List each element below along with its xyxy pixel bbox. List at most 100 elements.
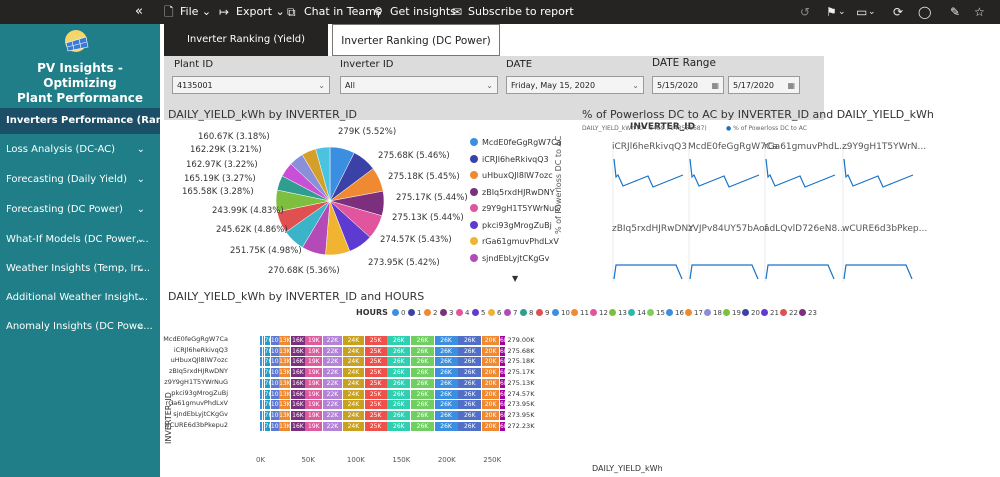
bar-segment[interactable] bbox=[262, 410, 265, 420]
bar-segment[interactable]: 25K bbox=[364, 346, 387, 356]
hour-legend-item[interactable]: 10 bbox=[552, 309, 570, 317]
sidebar-item-0[interactable]: Inverters Performance (Ranking) bbox=[0, 108, 192, 134]
powerloss-line[interactable] bbox=[765, 158, 836, 188]
bar-segment[interactable]: 26K bbox=[434, 368, 458, 378]
hour-legend-item[interactable]: 17 bbox=[685, 309, 703, 317]
bar-segment[interactable] bbox=[260, 336, 263, 345]
sidebar-item-7[interactable]: Anomaly Insights (DC Powe... ⌄ bbox=[0, 314, 160, 340]
bar-segment[interactable]: 13K bbox=[279, 421, 291, 431]
bar-segment[interactable]: 22K bbox=[322, 357, 343, 367]
bar-segment[interactable]: 26K bbox=[387, 346, 411, 356]
bar-segment[interactable]: 10K bbox=[270, 389, 279, 399]
sidebar-item-2[interactable]: Forecasting (Daily Yield) ⌄ bbox=[0, 167, 160, 193]
bar-segment[interactable]: 19K bbox=[305, 410, 323, 420]
bar-segment[interactable]: 6K bbox=[500, 378, 505, 388]
hour-legend-item[interactable]: 19 bbox=[723, 309, 741, 317]
bar-segment[interactable]: 26K bbox=[434, 400, 458, 410]
pie-slice[interactable] bbox=[275, 189, 331, 213]
bar-segment[interactable]: 25K bbox=[364, 368, 387, 378]
bar-segment[interactable]: 7K bbox=[264, 368, 271, 378]
bar-segment[interactable] bbox=[260, 368, 263, 378]
pie-slice[interactable] bbox=[329, 146, 355, 202]
subscribe-button[interactable]: Subscribe to report bbox=[468, 5, 574, 18]
hour-legend-item[interactable]: 4 bbox=[456, 309, 469, 317]
pie-slice[interactable] bbox=[315, 146, 331, 202]
bar-segment[interactable]: 26K bbox=[458, 421, 482, 431]
bookmark-chevron-icon[interactable]: ⌄ bbox=[838, 7, 846, 17]
bar-segment[interactable]: 19K bbox=[305, 389, 323, 399]
bar-segment[interactable]: 22K bbox=[322, 410, 343, 420]
bar-segment[interactable]: 24K bbox=[342, 378, 365, 388]
bar-segment[interactable]: 26K bbox=[458, 389, 482, 399]
pie-legend-item[interactable]: sjndEbLyjtCKgGv bbox=[470, 253, 549, 263]
bar-segment[interactable]: 26K bbox=[434, 357, 458, 367]
bar-segment[interactable]: 22K bbox=[322, 368, 343, 378]
refresh-icon[interactable]: ⟳ bbox=[893, 5, 904, 19]
bar-segment[interactable]: 25K bbox=[364, 389, 387, 399]
pie-slice[interactable] bbox=[301, 148, 331, 202]
bar-segment[interactable]: 19K bbox=[305, 336, 323, 345]
bar-segment[interactable]: 6K bbox=[500, 421, 505, 431]
bar-segment[interactable]: 22K bbox=[322, 336, 343, 345]
more-options-button[interactable]: ··· bbox=[562, 5, 573, 18]
hour-legend-item[interactable]: 3 bbox=[440, 309, 453, 317]
bar-segment[interactable] bbox=[262, 346, 265, 356]
bar-segment[interactable]: 7K bbox=[264, 378, 271, 388]
hour-legend-item[interactable]: 21 bbox=[761, 309, 779, 317]
bar-segment[interactable]: 6K bbox=[500, 400, 505, 410]
pie-legend-item[interactable]: rGa61gmuvPhdLxV bbox=[470, 237, 559, 246]
pie-slice[interactable] bbox=[302, 200, 331, 256]
hour-legend-item[interactable]: 15 bbox=[647, 309, 665, 317]
date-range-start[interactable]: 5/15/2020 ▦ bbox=[652, 76, 724, 94]
bar-segment[interactable]: 24K bbox=[342, 410, 365, 420]
bar-segment[interactable]: 26K bbox=[434, 336, 458, 345]
pie-slice[interactable] bbox=[290, 154, 331, 202]
bar-segment[interactable]: 7K bbox=[264, 336, 271, 345]
bar-segment[interactable]: 16K bbox=[290, 389, 305, 399]
sidebar-item-1[interactable]: Loss Analysis (DC-AC) ⌄ bbox=[0, 137, 160, 163]
bar-segment[interactable]: 22K bbox=[322, 378, 343, 388]
bar-segment[interactable] bbox=[262, 400, 265, 410]
bar-segment[interactable]: 10K bbox=[270, 378, 279, 388]
hour-legend-item[interactable]: 9 bbox=[536, 309, 549, 317]
inverter-id-dropdown[interactable]: All ⌄ bbox=[340, 76, 498, 94]
bar-segment[interactable]: 26K bbox=[458, 410, 482, 420]
bar-segment[interactable]: 20K bbox=[481, 400, 500, 410]
bar-segment[interactable]: 26K bbox=[410, 410, 435, 420]
hour-legend-item[interactable]: 13 bbox=[609, 309, 627, 317]
bar-segment[interactable]: 26K bbox=[410, 389, 435, 399]
bar-segment[interactable]: 7K bbox=[264, 400, 271, 410]
bar-segment[interactable]: 13K bbox=[279, 410, 291, 420]
bar-segment[interactable]: 22K bbox=[322, 389, 343, 399]
bar-segment[interactable]: 26K bbox=[410, 357, 435, 367]
undo-icon[interactable]: ↺ bbox=[800, 5, 811, 19]
view-chevron-icon[interactable]: ⌄ bbox=[868, 7, 876, 17]
bar-segment[interactable]: 26K bbox=[410, 346, 435, 356]
hour-legend-item[interactable]: 16 bbox=[666, 309, 684, 317]
bar-segment[interactable] bbox=[260, 357, 263, 367]
bar-segment[interactable]: 19K bbox=[305, 421, 323, 431]
bar-segment[interactable]: 13K bbox=[279, 357, 291, 367]
pie-slice[interactable] bbox=[329, 200, 371, 252]
pie-legend-item[interactable]: uHbuxQJl8lW7ozc bbox=[470, 171, 553, 180]
bar-segment[interactable]: 26K bbox=[387, 389, 411, 399]
bar-segment[interactable] bbox=[260, 410, 263, 420]
pie-legend-item[interactable]: pkci93gMrogZuBj bbox=[470, 220, 552, 230]
bar-segment[interactable]: 16K bbox=[290, 336, 305, 345]
bar-segment[interactable]: 10K bbox=[270, 400, 279, 410]
hour-legend-item[interactable]: 23 bbox=[799, 309, 817, 317]
tab-inverter-ranking-dc-power[interactable]: Inverter Ranking (DC Power) bbox=[332, 24, 500, 56]
bar-segment[interactable]: 26K bbox=[410, 378, 435, 388]
bar-segment[interactable]: 25K bbox=[364, 400, 387, 410]
bar-segment[interactable]: 24K bbox=[342, 389, 365, 399]
bar-segment[interactable]: 13K bbox=[279, 378, 291, 388]
bar-segment[interactable]: 10K bbox=[270, 410, 279, 420]
bar-segment[interactable]: 20K bbox=[481, 389, 500, 399]
bar-segment[interactable]: 24K bbox=[342, 336, 365, 345]
bar-segment[interactable]: 19K bbox=[305, 368, 323, 378]
bar-segment[interactable]: 19K bbox=[305, 400, 323, 410]
hour-legend-item[interactable]: 22 bbox=[780, 309, 798, 317]
pie-slice[interactable] bbox=[325, 200, 351, 256]
bar-segment[interactable]: 26K bbox=[458, 357, 482, 367]
bar-segment[interactable]: 20K bbox=[481, 410, 500, 420]
